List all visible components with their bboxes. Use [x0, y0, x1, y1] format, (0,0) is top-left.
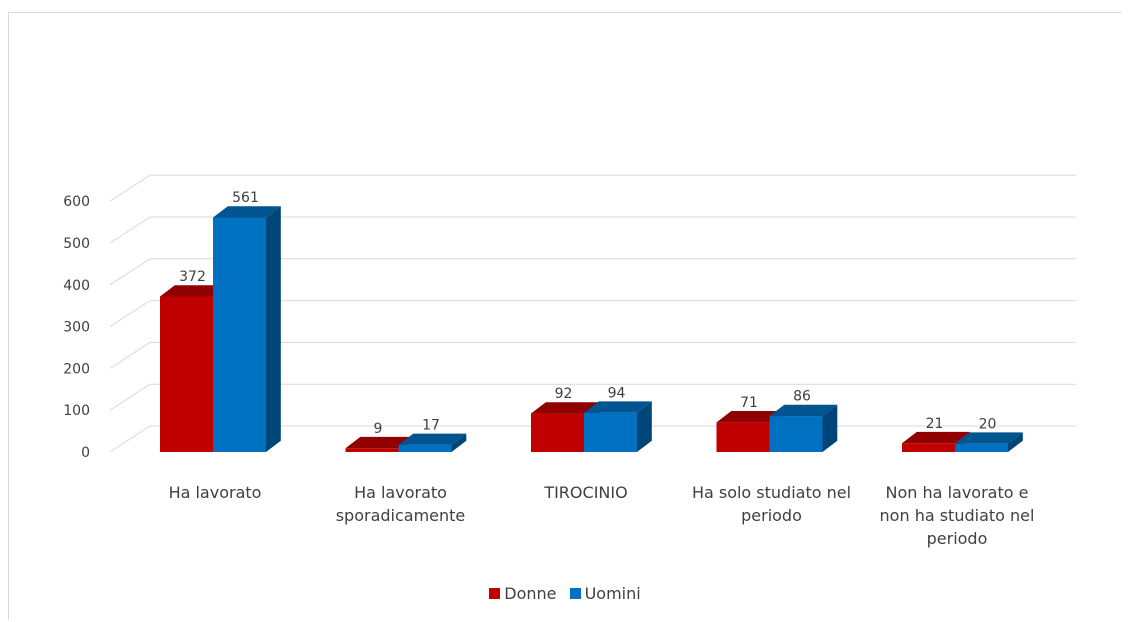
- bar-top: [716, 411, 785, 423]
- y-tick-label: 300: [63, 320, 90, 336]
- data-label: 92: [555, 386, 573, 402]
- bars: [160, 206, 1023, 452]
- category-label-line: TIROCINIO: [543, 483, 627, 502]
- category-label: Ha solo studiato nel periodo: [692, 483, 851, 525]
- y-tick-label: 500: [63, 236, 90, 252]
- bar-top: [955, 432, 1023, 444]
- bar: [398, 444, 452, 452]
- category-label: TIROCINIO: [543, 483, 627, 502]
- bar-side: [1008, 432, 1023, 452]
- data-label: 561: [232, 190, 259, 206]
- legend-item-uomini[interactable]: Uomini: [569, 584, 641, 603]
- y-tick-label: 0: [81, 445, 90, 461]
- bar-top: [902, 431, 970, 444]
- bar-top: [213, 206, 281, 218]
- category-label-line: periodo: [927, 529, 988, 548]
- bar-top: [531, 402, 599, 414]
- gridline: [109, 383, 1076, 411]
- data-label: 17: [422, 418, 440, 434]
- category-label: Ha lavorato: [169, 483, 262, 502]
- gridline: [109, 174, 1076, 202]
- category-labels: Ha lavorato Ha lavorato sporadicamente TIRO…: [169, 483, 1035, 548]
- bar-side: [266, 206, 281, 452]
- bar: [531, 413, 584, 452]
- bar: [160, 296, 213, 452]
- bar-side: [637, 401, 652, 452]
- bar-top: [584, 401, 652, 413]
- bar: [955, 443, 1008, 452]
- data-label: 86: [793, 389, 811, 405]
- category-label-line: sporadicamente: [336, 506, 466, 525]
- bar-side: [451, 433, 467, 452]
- bar-top: [769, 404, 838, 417]
- bar-side: [822, 404, 838, 452]
- y-tick-label: 200: [63, 361, 90, 377]
- data-label: 20: [979, 416, 997, 432]
- bar-top: [345, 436, 414, 449]
- bar: [716, 422, 770, 452]
- legend-label-uomini: Uomini: [584, 584, 641, 603]
- gridline: [109, 300, 1076, 328]
- category-label-line: non ha studiato nel: [880, 506, 1035, 525]
- bar: [213, 217, 266, 452]
- legend-swatch-uomini: [569, 588, 581, 599]
- category-label-line: Non ha lavorato e: [886, 483, 1029, 502]
- category-label: Ha lavorato sporadicamente: [336, 483, 466, 525]
- chart-frame: [8, 12, 1122, 620]
- bar: [769, 416, 823, 452]
- category-label-line: Ha solo studiato nel: [692, 483, 851, 502]
- gridline: [109, 341, 1076, 369]
- gridline: [109, 216, 1076, 244]
- data-label: 71: [740, 395, 758, 411]
- bar: [902, 443, 955, 452]
- bar-top: [398, 433, 467, 445]
- y-tick-label: 600: [63, 194, 90, 210]
- data-label: 21: [926, 416, 944, 432]
- bar-top: [160, 285, 228, 297]
- y-axis-ticks: 0 100 200 300 400 500 600: [63, 194, 90, 461]
- gridlines: [109, 174, 1076, 453]
- legend-label-donne: Donne: [504, 584, 557, 603]
- data-labels: 372 9 92 71 21 561 17 94 86 20: [179, 190, 996, 437]
- data-label: 94: [608, 385, 626, 401]
- bar: [345, 448, 399, 452]
- legend-item-donne[interactable]: Donne: [489, 584, 557, 603]
- y-tick-label: 100: [63, 403, 90, 419]
- legend-swatch-donne: [489, 588, 501, 599]
- legend: Donne Uomini: [0, 584, 1130, 603]
- category-label-line: periodo: [741, 506, 802, 525]
- gridline: [109, 258, 1076, 286]
- bar: [584, 412, 637, 452]
- data-label: 372: [179, 269, 206, 285]
- data-label: 9: [374, 421, 383, 437]
- category-label-line: Ha lavorato: [169, 483, 262, 502]
- category-label-line: Ha lavorato: [354, 483, 447, 502]
- y-tick-label: 400: [63, 278, 90, 294]
- category-label: Non ha lavorato e non ha studiato nel peri…: [880, 483, 1035, 548]
